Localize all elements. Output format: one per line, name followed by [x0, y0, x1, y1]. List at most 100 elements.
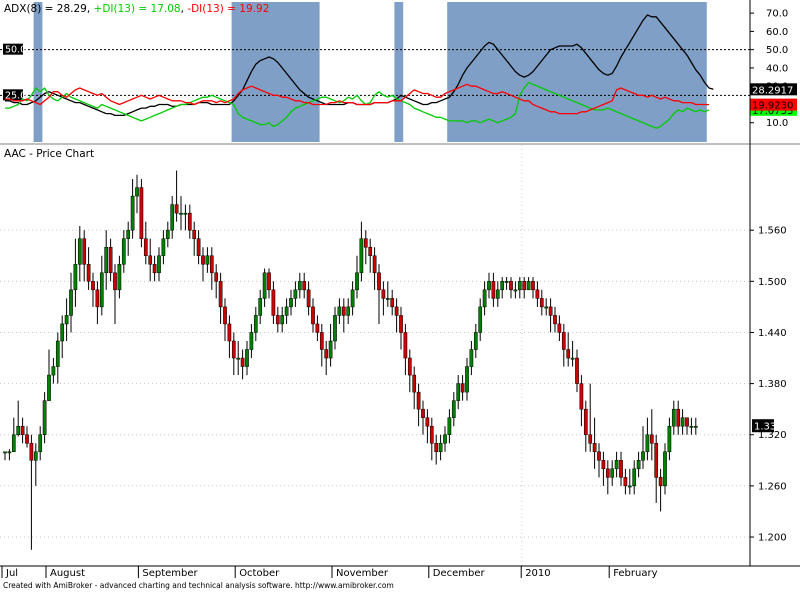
x-tick-label: October [239, 568, 280, 579]
candle-body [152, 264, 157, 274]
candle-body [324, 349, 329, 359]
candle-body [654, 443, 659, 478]
candle-body [487, 281, 491, 291]
candle-body [38, 434, 43, 453]
x-tick-label: Jul [5, 568, 18, 579]
candle-body [601, 460, 606, 470]
candle-body [341, 306, 346, 316]
candle-body [456, 383, 461, 401]
candle-body [51, 366, 56, 376]
price-grid [0, 145, 750, 566]
candle-body [605, 468, 610, 478]
candle-body [509, 281, 513, 291]
candle-body [597, 451, 601, 461]
candle-body [179, 212, 183, 215]
candle-body [429, 425, 434, 444]
adx-title-part: ADX(8) = 28.29, [4, 3, 94, 15]
price-pane-background [0, 145, 750, 566]
candle-body [517, 281, 522, 291]
adx-series-line [5, 83, 710, 115]
candle-body [390, 298, 395, 308]
candle-body [196, 238, 201, 257]
adx-axis-background [750, 0, 800, 143]
candle-body [645, 434, 650, 453]
candle-body [363, 238, 368, 248]
candle-body [47, 374, 51, 401]
candle-body [385, 298, 390, 300]
price-y-tick-label: 1.560 [758, 226, 787, 237]
candle-body [443, 434, 447, 444]
candle-body [482, 289, 487, 308]
price-y-tick-label: 1.380 [758, 379, 787, 390]
candle-body [297, 281, 302, 291]
candle-body [139, 187, 144, 239]
candle-body [328, 340, 333, 359]
candle-body [575, 357, 579, 384]
candle-body [280, 315, 285, 325]
candle-body [570, 357, 575, 360]
candle-body [258, 298, 263, 316]
candle-body [491, 281, 496, 299]
candle-body [157, 255, 161, 274]
candle-body [623, 477, 628, 487]
candle-body [218, 281, 223, 308]
candle-body [619, 460, 623, 478]
candle-body [126, 229, 131, 239]
candle-body [416, 391, 421, 410]
candle-body [513, 289, 518, 292]
candle-body [42, 400, 47, 435]
candle-body [504, 281, 509, 283]
candle-body [394, 306, 399, 316]
price-y-tick-label: 1.320 [758, 430, 787, 441]
candle-body [16, 425, 21, 435]
candle-body [7, 451, 12, 454]
candle-body [262, 272, 267, 299]
x-tick-label: September [142, 568, 198, 579]
adx-y-tick-label: 50.0 [766, 45, 788, 56]
candle-body [223, 306, 227, 325]
candle-body [676, 408, 681, 427]
adx-title-part: -DI(13) = 19.92 [187, 3, 269, 15]
adx-shaded-zone [394, 2, 404, 142]
candle-body [209, 255, 214, 274]
candle-body [121, 238, 126, 265]
candle-body [11, 434, 16, 453]
candle-body [311, 306, 315, 325]
candle-body [130, 195, 135, 231]
candle-body [284, 306, 289, 316]
candle-body [548, 306, 553, 316]
candle-body [377, 272, 381, 291]
price-y-axis: 1.560 1.500 1.440 1.380 1.320 1.260 1.200 [750, 226, 787, 544]
adx-level-label: 50.0 [5, 45, 26, 56]
footer-credit: Created with AmiBroker - advanced charti… [3, 581, 394, 590]
candle-body [680, 417, 685, 427]
candle-body [253, 315, 258, 333]
candle-body [73, 264, 78, 291]
candle-body [77, 238, 82, 265]
candle-body [170, 204, 175, 231]
price-y-tick-label: 1.500 [758, 277, 787, 288]
adx-last-value-label: 28.2917 [752, 85, 793, 96]
candle-body [553, 315, 557, 325]
price-y-tick-label: 1.260 [758, 481, 787, 492]
candle-body [249, 332, 254, 350]
candle-body [275, 315, 280, 325]
candle-body [161, 238, 166, 257]
adx-series [5, 14, 714, 129]
x-tick-label: November [336, 568, 389, 579]
candle-body [95, 289, 100, 308]
candle-body [20, 425, 25, 435]
candle-body [522, 281, 527, 291]
candle-body [355, 272, 359, 291]
candle-body [434, 443, 439, 453]
candle-body [3, 451, 7, 454]
candle-body [636, 460, 641, 470]
adx-title-part: +DI(13) = 17.08 [94, 3, 181, 15]
candle-body [201, 255, 205, 265]
candle-body [588, 434, 593, 444]
adx-y-tick-label: 60.0 [766, 27, 788, 38]
candle-body [592, 443, 597, 453]
candle-body [539, 298, 544, 308]
